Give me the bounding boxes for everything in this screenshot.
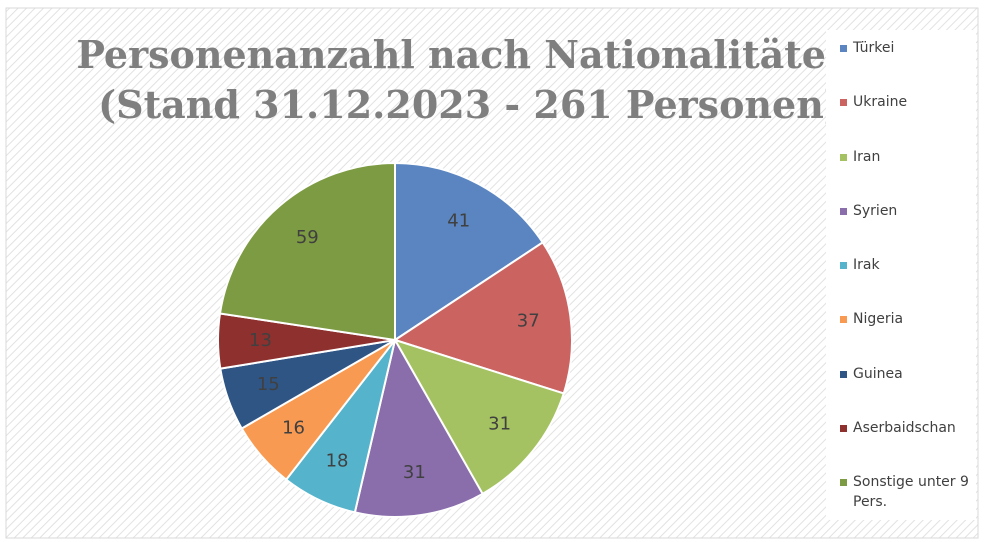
legend-item: Syrien <box>826 201 976 221</box>
legend-label: Guinea <box>853 365 903 382</box>
legend-swatch <box>840 207 847 215</box>
legend-item: Nigeria <box>826 309 976 329</box>
legend-item: Ukraine <box>826 92 976 112</box>
legend-swatch <box>840 262 847 269</box>
legend-swatch <box>840 45 847 52</box>
data-label: 16 <box>282 417 305 438</box>
legend-swatch <box>840 153 847 161</box>
legend-swatch <box>840 424 847 432</box>
legend-swatch <box>840 479 847 486</box>
legend-swatch <box>840 370 847 378</box>
data-label: 18 <box>326 450 349 471</box>
legend-label: Aserbaidschan <box>853 419 956 436</box>
legend-swatch <box>840 99 847 107</box>
slice <box>392 338 565 496</box>
data-label: 41 <box>447 211 470 232</box>
legend-label: Türkei <box>853 40 895 56</box>
legend-label: Syrien <box>853 202 898 219</box>
data-label: 13 <box>249 330 272 351</box>
data-label: 31 <box>403 462 426 483</box>
legend-label: Irak <box>853 257 880 273</box>
legend-item: Sonstige unter 9 Pers. <box>826 472 976 512</box>
chart-title: Personenanzahl nach Nationalitäten <box>76 32 853 77</box>
slice <box>394 161 545 342</box>
legend-item: Iran <box>826 147 976 167</box>
data-label: 37 <box>517 310 540 331</box>
data-label: 59 <box>296 227 319 248</box>
legend-item: Aserbaidschan <box>826 418 976 438</box>
legend: Türkei Ukraine Iran Syrien Irak Nigeria Guinea… <box>826 30 976 520</box>
legend-label: Ukraine <box>853 94 908 111</box>
legend-label: Nigeria <box>853 311 904 328</box>
slice <box>392 241 573 395</box>
slice <box>353 337 484 518</box>
slice <box>218 161 396 342</box>
data-label: 15 <box>257 374 280 395</box>
legend-label: Sonstige unter 9 Pers. <box>853 474 969 510</box>
data-label: 31 <box>488 414 511 435</box>
legend-swatch <box>840 316 847 324</box>
legend-label: Iran <box>853 148 881 165</box>
legend-item: Guinea <box>826 364 976 384</box>
chart-title: (Stand 31.12.2023 - 261 Personen) <box>98 82 842 127</box>
legend-item: Türkei <box>826 38 976 58</box>
legend-item: Irak <box>826 255 976 275</box>
